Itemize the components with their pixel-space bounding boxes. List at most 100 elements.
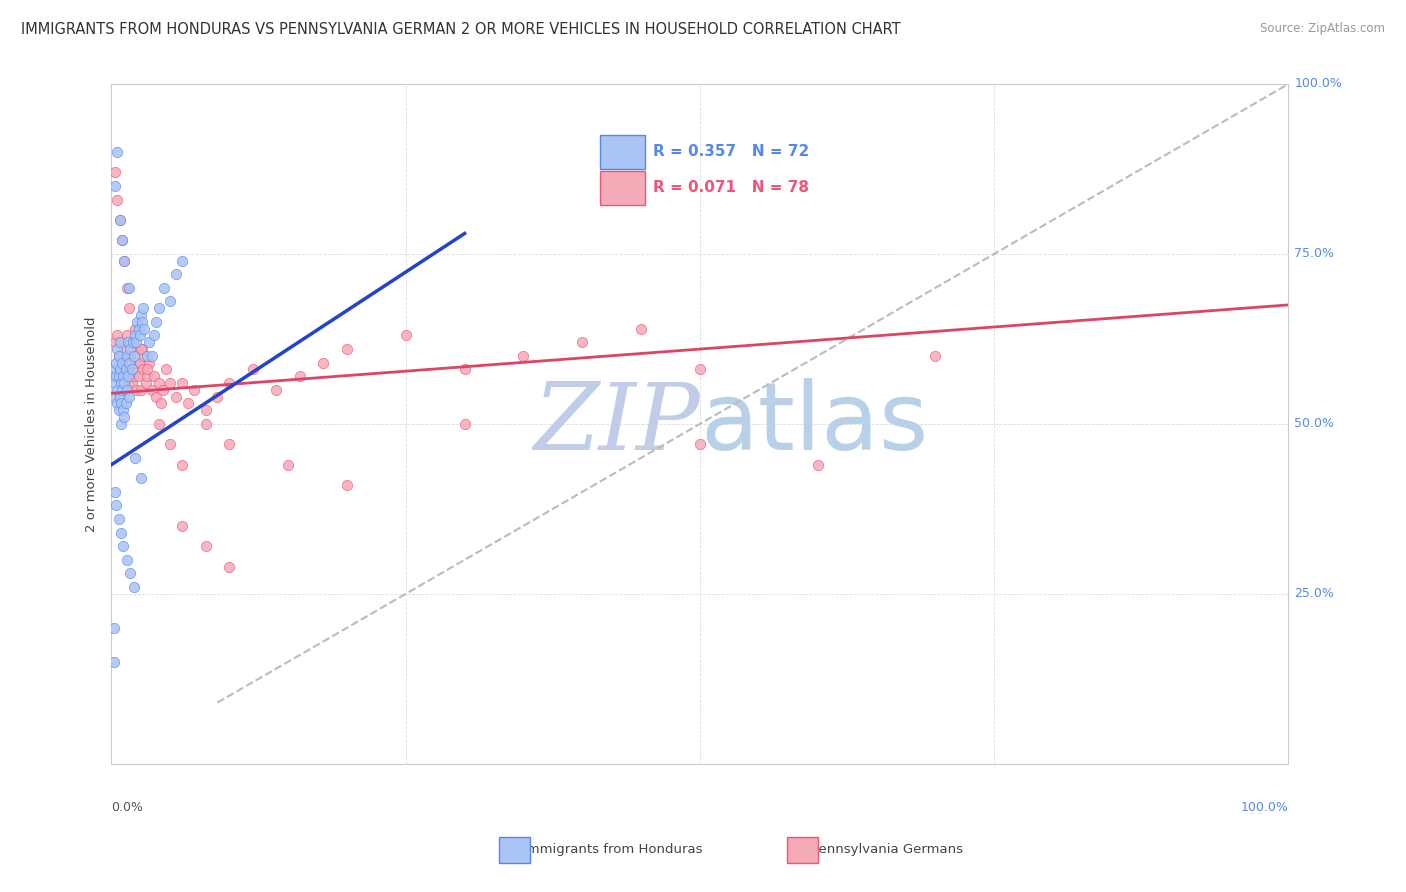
Point: [132, 362, 155, 376]
Point: [129, 342, 152, 356]
Point: [288, 369, 311, 384]
Point: [131, 315, 153, 329]
Point: [159, 376, 181, 390]
Point: [105, 499, 128, 513]
Point: [264, 383, 287, 397]
Point: [218, 559, 240, 574]
Point: [131, 342, 153, 356]
Point: [111, 356, 134, 370]
Point: [218, 376, 240, 390]
Text: R = 0.071   N = 78: R = 0.071 N = 78: [652, 180, 808, 195]
Point: [125, 335, 148, 350]
Point: [108, 335, 131, 350]
Point: [114, 383, 136, 397]
Point: [807, 458, 830, 472]
Point: [336, 342, 359, 356]
Point: [165, 268, 187, 282]
Point: [172, 458, 194, 472]
Point: [108, 362, 131, 376]
Point: [630, 321, 652, 335]
Point: [110, 335, 132, 350]
Point: [114, 410, 136, 425]
Point: [145, 315, 167, 329]
Point: [110, 376, 132, 390]
Point: [104, 376, 127, 390]
Text: 100.0%: 100.0%: [1295, 78, 1343, 90]
Point: [138, 335, 160, 350]
Point: [129, 471, 152, 485]
Point: [124, 321, 146, 335]
Point: [336, 478, 359, 492]
Point: [105, 369, 128, 384]
Point: [115, 328, 138, 343]
Point: [148, 417, 170, 431]
Point: [118, 281, 141, 295]
Point: [172, 253, 194, 268]
Point: [141, 349, 163, 363]
Point: [111, 233, 134, 247]
Point: [111, 383, 134, 397]
Point: [512, 349, 534, 363]
Point: [108, 390, 131, 404]
Point: [103, 390, 125, 404]
Text: Source: ZipAtlas.com: Source: ZipAtlas.com: [1260, 22, 1385, 36]
Point: [104, 178, 127, 193]
Point: [115, 281, 138, 295]
Point: [124, 450, 146, 465]
Point: [111, 233, 134, 247]
Point: [124, 356, 146, 370]
Point: [277, 458, 299, 472]
Point: [107, 349, 129, 363]
Point: [105, 193, 128, 207]
Point: [177, 396, 200, 410]
Point: [121, 362, 143, 376]
Text: IMMIGRANTS FROM HONDURAS VS PENNSYLVANIA GERMAN 2 OR MORE VEHICLES IN HOUSEHOLD : IMMIGRANTS FROM HONDURAS VS PENNSYLVANIA…: [21, 22, 901, 37]
Text: 25.0%: 25.0%: [1295, 587, 1334, 600]
Point: [112, 369, 135, 384]
Point: [105, 342, 128, 356]
Point: [121, 335, 143, 350]
Point: [207, 390, 229, 404]
Point: [312, 356, 335, 370]
Point: [142, 369, 165, 384]
Point: [135, 349, 157, 363]
Point: [165, 390, 187, 404]
Point: [121, 376, 143, 390]
Point: [242, 362, 264, 376]
Point: [128, 321, 150, 335]
Point: [105, 383, 128, 397]
Point: [194, 539, 217, 553]
Point: [105, 356, 128, 370]
Point: [153, 281, 176, 295]
Point: [114, 376, 136, 390]
Point: [142, 328, 165, 343]
Point: [104, 165, 127, 179]
Point: [107, 403, 129, 417]
Text: Pennsylvania Germans: Pennsylvania Germans: [794, 843, 963, 855]
Point: [159, 437, 181, 451]
Text: R = 0.357   N = 72: R = 0.357 N = 72: [652, 145, 808, 160]
Text: 0.0%: 0.0%: [111, 801, 143, 814]
Point: [117, 335, 139, 350]
Point: [135, 362, 157, 376]
Point: [689, 362, 711, 376]
Point: [118, 356, 141, 370]
Point: [114, 253, 136, 268]
Point: [194, 417, 217, 431]
Point: [148, 301, 170, 316]
Point: [104, 335, 127, 350]
Point: [114, 253, 136, 268]
Point: [114, 396, 136, 410]
Point: [115, 553, 138, 567]
Point: [135, 369, 157, 384]
Point: [125, 383, 148, 397]
Text: Immigrants from Honduras: Immigrants from Honduras: [506, 843, 703, 855]
Point: [571, 335, 593, 350]
Point: [183, 383, 205, 397]
Point: [114, 362, 136, 376]
FancyBboxPatch shape: [600, 135, 645, 169]
Point: [145, 390, 167, 404]
Point: [110, 417, 132, 431]
Point: [115, 383, 138, 397]
Point: [122, 369, 145, 384]
